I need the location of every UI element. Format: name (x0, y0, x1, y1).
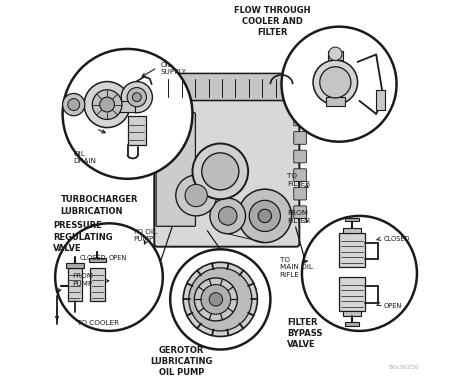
Bar (118, 101, 135, 112)
Text: GEROTOR
LUBRICATING
OIL PUMP: GEROTOR LUBRICATING OIL PUMP (150, 346, 212, 377)
Circle shape (202, 153, 239, 190)
Circle shape (249, 200, 281, 231)
Circle shape (194, 278, 237, 321)
Text: FROM
FILTER: FROM FILTER (287, 210, 310, 224)
Circle shape (192, 144, 248, 199)
Bar (68, 268, 82, 301)
Bar (345, 218, 359, 221)
Text: TURBOCHARGER
LUBRICATION: TURBOCHARGER LUBRICATION (61, 195, 138, 216)
Text: FILTER
BYPASS
VALVE: FILTER BYPASS VALVE (287, 318, 322, 349)
Circle shape (302, 216, 417, 331)
Circle shape (127, 88, 146, 107)
FancyBboxPatch shape (294, 169, 306, 182)
Text: CLOSED: CLOSED (383, 236, 410, 242)
Circle shape (84, 82, 130, 128)
Circle shape (282, 27, 397, 142)
Circle shape (121, 82, 153, 113)
Text: TO COOLER: TO COOLER (77, 320, 119, 326)
Bar (343, 311, 361, 316)
FancyBboxPatch shape (294, 150, 306, 163)
Bar (339, 233, 365, 267)
Circle shape (170, 249, 270, 349)
Text: OIL
SUPPLY: OIL SUPPLY (161, 62, 187, 75)
Circle shape (100, 97, 115, 112)
Circle shape (92, 90, 122, 119)
Text: TO
MAIN OIL
RIFLE: TO MAIN OIL RIFLE (280, 257, 312, 278)
Text: TO OIL
PUMP: TO OIL PUMP (133, 229, 157, 242)
Bar (91, 268, 105, 301)
Text: FROM
PUMP: FROM PUMP (72, 273, 93, 287)
Circle shape (209, 293, 222, 306)
Text: OIL
DRAIN: OIL DRAIN (74, 151, 97, 164)
Bar (376, 90, 385, 110)
Circle shape (258, 209, 272, 223)
FancyBboxPatch shape (294, 187, 306, 200)
Circle shape (210, 198, 246, 234)
FancyBboxPatch shape (294, 206, 306, 219)
Circle shape (201, 285, 231, 314)
FancyBboxPatch shape (156, 113, 195, 226)
Circle shape (68, 99, 80, 111)
Circle shape (183, 262, 257, 337)
Text: FLOW THROUGH
COOLER AND
FILTER: FLOW THROUGH COOLER AND FILTER (234, 6, 310, 38)
Circle shape (185, 184, 207, 207)
Bar (66, 264, 84, 268)
Circle shape (208, 155, 221, 169)
Bar (328, 51, 343, 60)
Bar (343, 228, 361, 233)
Text: CLOSED: CLOSED (79, 255, 106, 261)
Text: TO
FILTER: TO FILTER (287, 173, 310, 187)
Circle shape (63, 49, 192, 179)
Text: OPEN: OPEN (383, 303, 402, 309)
Circle shape (189, 268, 252, 331)
Circle shape (219, 207, 237, 225)
Circle shape (320, 67, 351, 98)
Text: PRESSURE
REGULATING
VALVE: PRESSURE REGULATING VALVE (54, 221, 113, 253)
Bar (128, 116, 146, 146)
Circle shape (63, 93, 85, 116)
Bar (89, 258, 106, 262)
Text: OPEN: OPEN (109, 255, 127, 261)
Circle shape (201, 148, 229, 176)
FancyBboxPatch shape (294, 113, 306, 126)
Circle shape (313, 60, 357, 105)
FancyBboxPatch shape (154, 92, 300, 247)
Bar (345, 322, 359, 326)
Bar (339, 277, 365, 311)
Circle shape (55, 223, 163, 331)
FancyBboxPatch shape (161, 74, 292, 100)
Circle shape (238, 189, 292, 242)
Text: 80s36250: 80s36250 (388, 365, 419, 370)
FancyBboxPatch shape (294, 132, 306, 144)
Bar (326, 97, 345, 106)
Circle shape (132, 93, 141, 101)
Circle shape (176, 175, 217, 216)
Circle shape (328, 47, 342, 61)
